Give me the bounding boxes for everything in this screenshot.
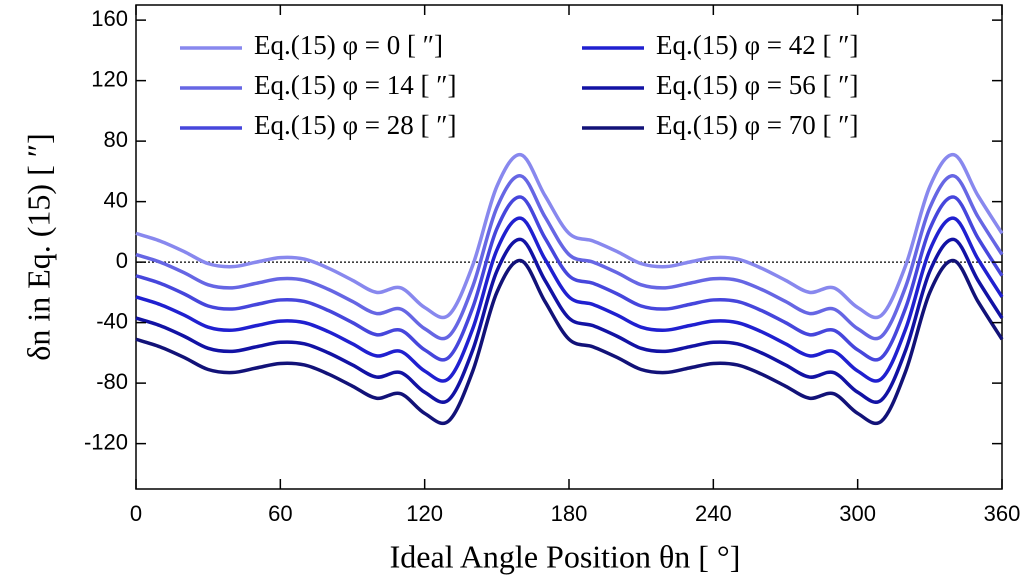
series-line [135, 237, 1004, 404]
legend-label: Eq.(15) φ = 70 [ ″] [656, 110, 859, 140]
x-tick-label: 240 [695, 501, 732, 526]
y-tick-label: 160 [91, 6, 128, 31]
y-tick-label: 80 [104, 127, 128, 152]
x-tick-label: 0 [130, 501, 142, 526]
axes: -120 -80 -40 0 40 80 120 160 0 60 120 180 240 300 360 [84, 5, 1020, 526]
legend: Eq.(15) φ = 0 [ ″] Eq.(15) φ = 14 [ ″] Eq.… [180, 30, 859, 140]
y-axis-label: δn in Eq. (15) [ ″] [20, 133, 56, 360]
y-tick-label: 0 [116, 248, 128, 273]
y-tick-label: -80 [96, 369, 128, 394]
legend-label: Eq.(15) φ = 56 [ ″] [656, 70, 859, 100]
y-tick-label: -40 [96, 308, 128, 333]
series-line [135, 174, 1004, 341]
series-line [135, 216, 1004, 383]
legend-label: Eq.(15) φ = 14 [ ″] [254, 70, 457, 100]
x-axis-label: Ideal Angle Position θn [ °] [390, 538, 741, 574]
y-tick-label: -120 [84, 429, 128, 454]
x-tick-label: 180 [551, 501, 588, 526]
legend-label: Eq.(15) φ = 28 [ ″] [254, 110, 457, 140]
series-line [135, 258, 1004, 426]
legend-label: Eq.(15) φ = 0 [ ″] [254, 30, 443, 60]
series-line [135, 195, 1004, 362]
x-tick-label: 300 [839, 501, 876, 526]
lines [135, 152, 1004, 426]
series-line [135, 152, 1004, 320]
x-tick-label: 120 [406, 501, 443, 526]
legend-label: Eq.(15) φ = 42 [ ″] [656, 30, 859, 60]
x-tick-label: 360 [984, 501, 1021, 526]
x-tick-label: 60 [268, 501, 292, 526]
y-tick-label: 120 [91, 66, 128, 91]
y-tick-label: 40 [104, 187, 128, 212]
